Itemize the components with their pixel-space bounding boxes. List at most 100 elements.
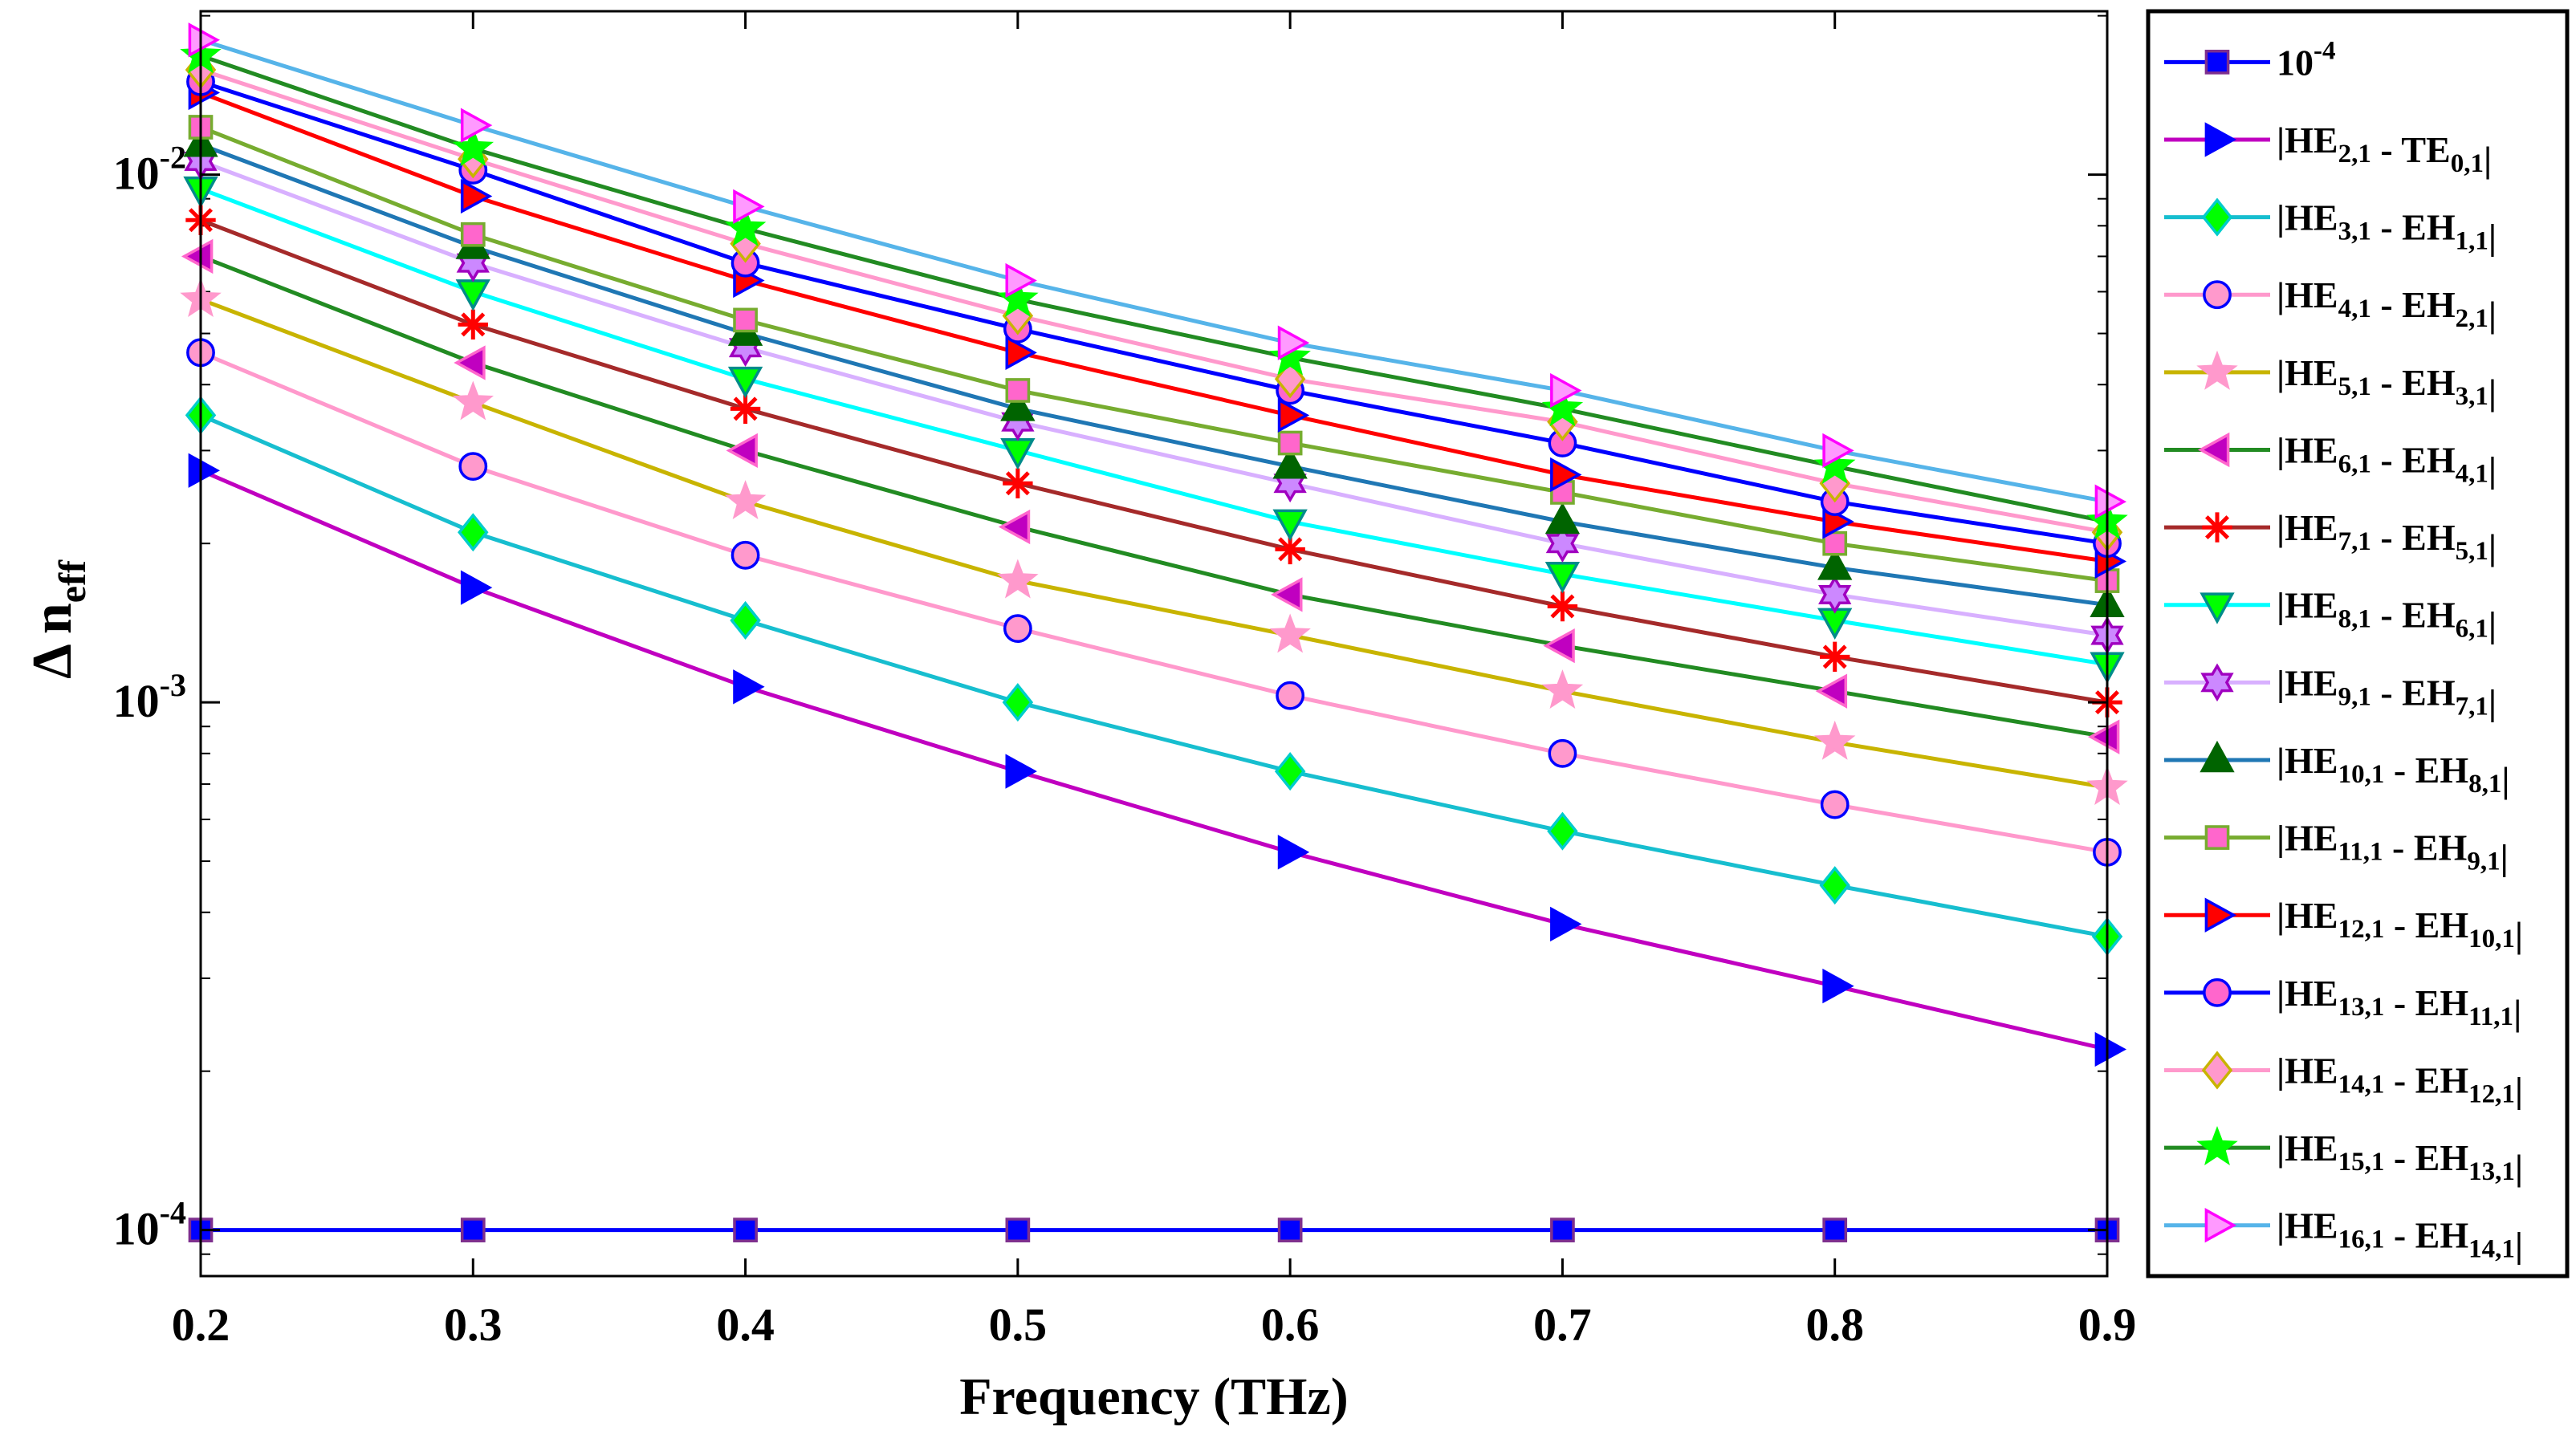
legend-marker [2200, 592, 2235, 624]
series-line [200, 54, 2108, 524]
data-point [460, 178, 493, 214]
data-point [2094, 1031, 2127, 1067]
legend-entry: |HE9,1 - EH7,1| [2164, 662, 2497, 722]
data-point [997, 559, 1039, 599]
data-point [1541, 387, 1584, 427]
data-point [2094, 484, 2127, 519]
legend-label: |HE4,1 - EH2,1| [2277, 274, 2497, 335]
series-line [200, 217, 2108, 705]
legend-label: |HE11,1 - EH9,1| [2277, 818, 2509, 878]
data-point [188, 22, 221, 58]
series-3 [186, 338, 2122, 867]
data-point [1005, 1217, 1031, 1242]
data-point [1547, 591, 1578, 622]
data-point [1272, 509, 1308, 541]
data-point [1005, 262, 1037, 299]
data-point [1271, 577, 1303, 612]
x-tick-label: 0.3 [444, 1299, 503, 1351]
data-point [1005, 378, 1031, 403]
y-tick-label: 10-4 [113, 1195, 186, 1255]
series-layer [180, 22, 2128, 1242]
legend: 10-4 |HE2,1 - TE0,1| |HE3,1 - EH1,1| |HE4,1… [2146, 9, 2570, 1278]
data-point [1818, 575, 1852, 614]
data-point [1544, 561, 1581, 594]
series-line [200, 254, 2108, 739]
legend-label: |HE13,1 - EH11,1| [2277, 973, 2521, 1033]
data-point [1817, 548, 1853, 580]
data-point [724, 480, 767, 519]
y-axis-label: Δneff [22, 559, 94, 679]
data-point [1550, 457, 1582, 493]
legend-marker [2204, 1208, 2237, 1243]
y-axis-label-text: Δneff [22, 559, 94, 679]
data-point [1822, 433, 1854, 469]
legend-label: 10-4 [2277, 36, 2336, 83]
legend-label: |HE5,1 - EH3,1| [2277, 352, 2497, 413]
legend-marker [2200, 740, 2235, 773]
series-line [200, 186, 2108, 667]
data-point [1276, 681, 1305, 710]
data-point [1547, 811, 1578, 851]
series-line [200, 297, 2108, 790]
legend-entry: |HE4,1 - EH2,1| [2164, 274, 2497, 335]
series-1 [188, 453, 2127, 1067]
data-point [1545, 524, 1580, 563]
data-point [1822, 1217, 1848, 1242]
data-point [733, 1217, 758, 1242]
legend-label: |HE14,1 - EH12,1| [2277, 1050, 2523, 1110]
y-tick-label: 10-2 [113, 140, 186, 200]
legend-marker [2201, 1051, 2233, 1090]
legend-entry: |HE13,1 - EH11,1| [2164, 973, 2521, 1033]
y-tick-label: 10-3 [113, 667, 186, 727]
legend-entry: |HE8,1 - EH6,1| [2164, 585, 2497, 645]
x-tick-label: 0.9 [2078, 1299, 2137, 1351]
x-axis-label: Frequency (THz) [959, 1368, 1349, 1426]
data-point [452, 127, 494, 167]
data-point [1543, 628, 1575, 664]
data-point [1003, 468, 1033, 498]
data-point [1820, 641, 1850, 673]
legend-label: |HE16,1 - EH14,1| [2277, 1205, 2523, 1266]
legend-marker [2204, 122, 2237, 157]
data-point [452, 380, 494, 421]
legend-entry: |HE11,1 - EH9,1| [2164, 818, 2509, 878]
series-line [200, 350, 2108, 855]
x-tick-label: 0.6 [1261, 1299, 1320, 1351]
data-point [1002, 683, 1034, 722]
series-line [200, 79, 2108, 546]
data-point [1550, 372, 1582, 409]
data-point [1269, 335, 1311, 376]
axes: 0.2 0.3 0.4 0.5 0.6 0.7 0.8 0.9 10-4 10-3 10-2 [113, 11, 2137, 1351]
series-line [200, 38, 2108, 504]
data-point [724, 206, 767, 246]
data-point [1277, 835, 1310, 870]
legend-entry: 10-4 [2164, 36, 2336, 83]
data-point [997, 278, 1039, 318]
data-point [730, 393, 761, 425]
legend-marker [2196, 1126, 2238, 1165]
data-point [1544, 502, 1581, 535]
legend-label: |HE8,1 - EH6,1| [2277, 585, 2497, 645]
data-point [1541, 669, 1584, 709]
data-point [454, 345, 486, 380]
data-point [1813, 720, 1856, 760]
x-tick-label: 0.8 [1805, 1299, 1864, 1351]
legend-label: |HE6,1 - EH4,1| [2277, 429, 2497, 490]
data-point [1548, 738, 1577, 768]
plot-area-frame [199, 10, 2109, 1278]
series-line [200, 159, 2108, 637]
data-point [1277, 430, 1303, 456]
data-point [1275, 534, 1305, 565]
legend-marker [2201, 197, 2233, 237]
data-point [181, 238, 214, 274]
legend-marker [2204, 825, 2230, 850]
data-point [1277, 325, 1310, 360]
data-point [1277, 397, 1310, 433]
data-point [730, 540, 760, 570]
data-point [458, 513, 489, 552]
series-line [200, 468, 2108, 1051]
series-line [200, 142, 2108, 608]
legend-marker [2202, 512, 2232, 543]
series-9 [183, 125, 2125, 618]
